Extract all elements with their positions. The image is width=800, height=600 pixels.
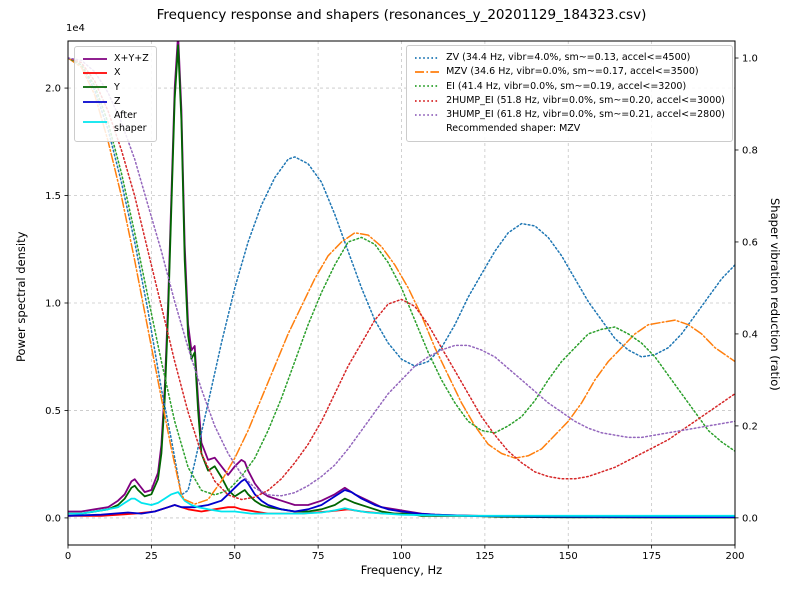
x-tick-label: 175 [642,551,661,562]
x-tick-label: 150 [559,551,578,562]
legend-item-label: 3HUMP_EI (61.8 Hz, vibr=0.0%, sm~=0.21, … [446,109,725,121]
y-axis-label-left: Power spectral density [14,231,28,362]
y-axis-offset-label: 1e4 [66,23,85,34]
legend-item-label: X+Y+Z [114,53,149,64]
legend-item: 2HUMP_EI (51.8 Hz, vibr=0.0%, sm~=0.20, … [414,94,725,107]
legend-item: Z [82,95,149,108]
x-tick-label: 100 [392,551,411,562]
legend-item-label: MZV (34.6 Hz, vibr=0.0%, sm~=0.17, accel… [446,66,699,78]
legend-line-sample [415,56,440,59]
legend-item: Y [82,81,149,94]
y-left-tick-label: 0.0 [45,513,61,524]
legend-line-sample [83,121,107,124]
legend-item-label: X [114,67,121,79]
series-2hump-ei [68,57,735,501]
legend-line-sample [83,100,107,103]
x-tick-label: 125 [475,551,494,562]
y-right-tick-label: 0.6 [742,237,758,248]
legend-item: MZV (34.6 Hz, vibr=0.0%, sm~=0.17, accel… [414,65,725,78]
tick-labels: 0 25 50 75 100 125 150 175 200 0.0 0.5 1.0 1.5 2.0 0.0… [45,54,758,562]
y-left-tick-label: 1.0 [45,298,61,309]
legend-item: Recommended shaper: MZV [414,122,725,135]
legend-item-label: EI (41.4 Hz, vibr=0.0%, sm~=0.19, accel<… [446,80,687,92]
legend-item: X+Y+Z [82,52,149,65]
legend-item-label: ZV (34.4 Hz, vibr=4.0%, sm~=0.13, accel<… [446,52,691,63]
y-right-tick-label: 1.0 [742,54,758,65]
y-right-tick-label: 0.4 [742,329,758,340]
legend-item: X [82,66,149,79]
x-tick-label: 25 [145,551,158,562]
legend-psd: X+Y+Z X Y Z After shaper [74,46,157,142]
y-right-tick-label: 0.2 [742,421,758,432]
legend-line-sample [415,85,440,88]
legend-item: 3HUMP_EI (61.8 Hz, vibr=0.0%, sm~=0.21, … [414,108,725,121]
x-axis-label: Frequency, Hz [360,563,443,577]
legend-item-label: After shaper [114,110,147,135]
series-ei [68,57,735,496]
legend-line-sample [414,124,440,134]
legend-shapers: ZV (34.4 Hz, vibr=4.0%, sm~=0.13, accel<… [406,45,733,142]
y-right-tick-label: 0.8 [742,145,758,156]
legend-line-sample [83,57,107,60]
y-axis-label-right: Shaper vibration reduction (ratio) [768,198,782,391]
legend-line-sample [415,113,440,116]
y-left-tick-label: 2.0 [45,84,61,95]
legend-item: ZV (34.4 Hz, vibr=4.0%, sm~=0.13, accel<… [414,51,725,64]
legend-item-label: Y [114,81,120,93]
legend-item: After shaper [82,109,149,136]
x-tick-label: 0 [65,551,71,562]
x-tick-label: 75 [312,551,325,562]
legend-item-label: Z [114,95,121,107]
y-left-tick-label: 0.5 [45,406,61,417]
y-right-tick-label: 0.0 [742,513,758,524]
legend-line-sample [83,72,107,74]
legend-item-label: Recommended shaper: MZV [446,123,581,135]
legend-line-sample [83,86,107,89]
chart-title: Frequency response and shapers (resonanc… [156,7,647,23]
series-group [68,41,735,519]
legend-item-label: 2HUMP_EI (51.8 Hz, vibr=0.0%, sm~=0.20, … [446,94,725,106]
x-tick-label: 200 [725,551,744,562]
series-3hump-ei [68,57,735,497]
legend-line-sample [415,99,440,102]
legend-line-sample [415,71,440,73]
x-tick-label: 50 [228,551,241,562]
series-after-shaper [68,491,735,517]
y-left-tick-label: 1.5 [45,191,61,202]
series-mzv [68,57,735,505]
legend-item: EI (41.4 Hz, vibr=0.0%, sm~=0.19, accel<… [414,80,725,93]
